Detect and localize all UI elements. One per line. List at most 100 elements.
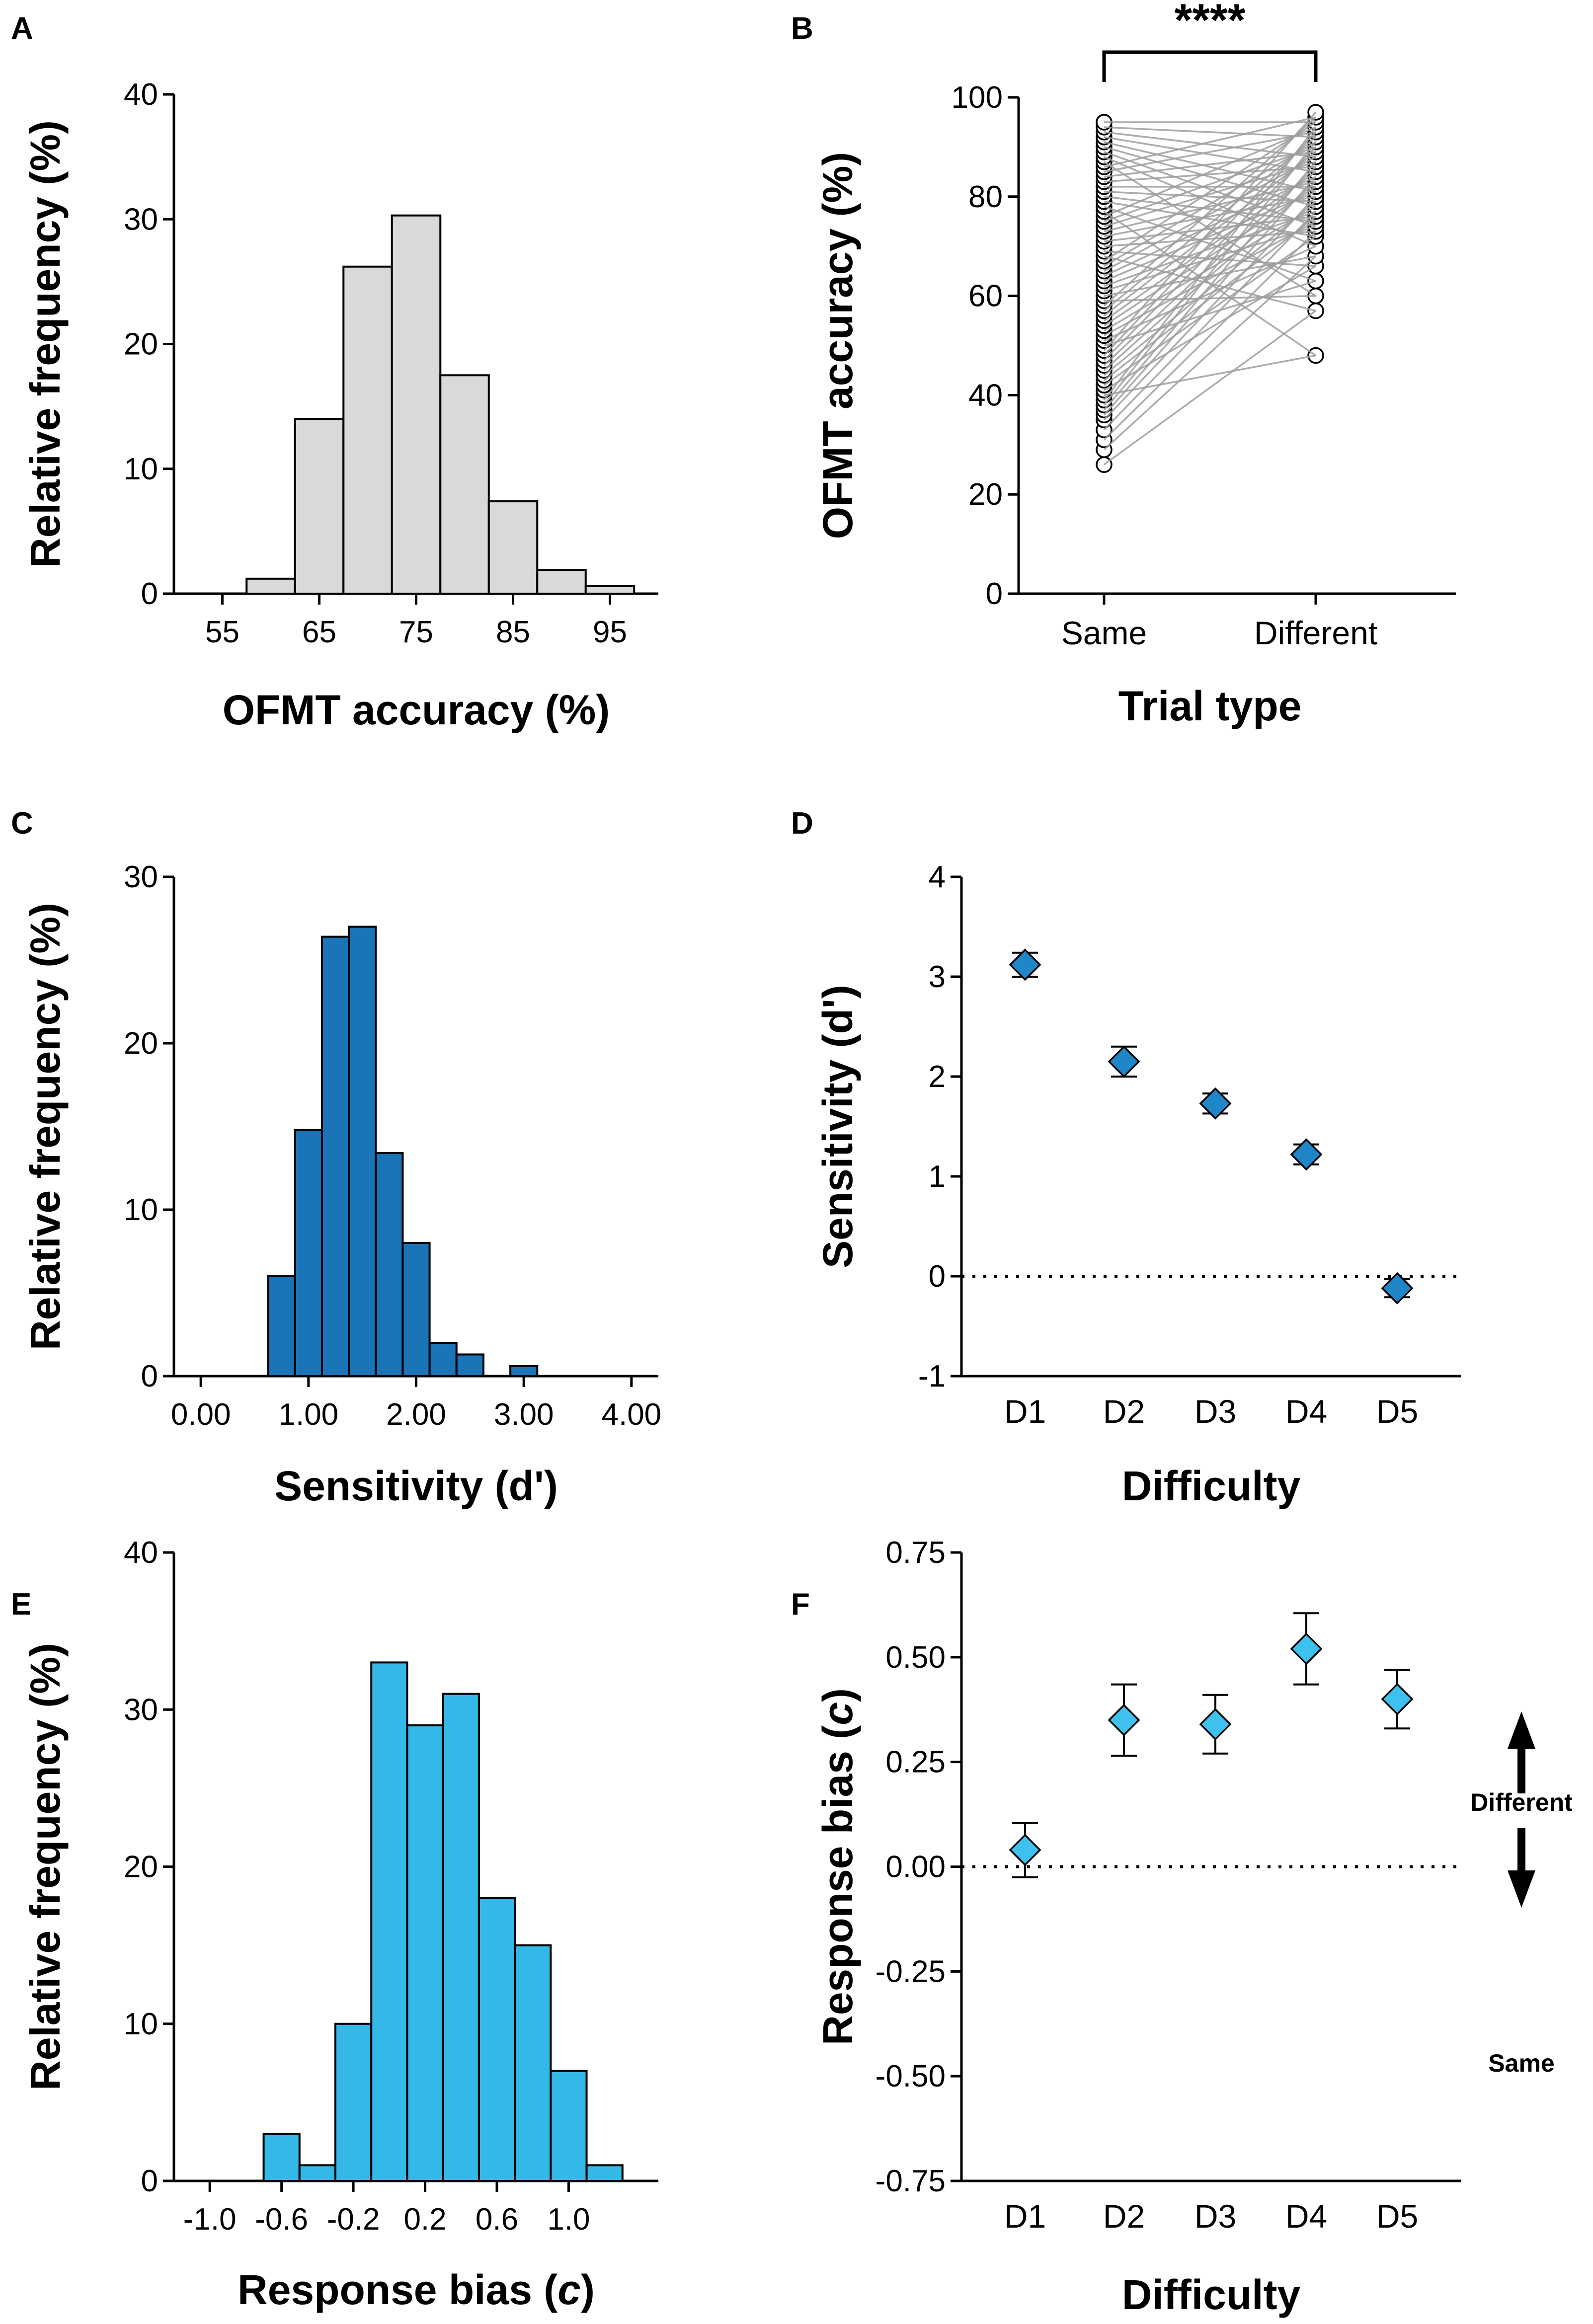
paired-line	[1104, 136, 1316, 173]
x-tick-label: 95	[593, 615, 627, 649]
paired-line	[1103, 231, 1317, 441]
histogram-bar	[262, 2133, 301, 2182]
histogram-bar	[428, 1342, 458, 1377]
panel-a: A 0 10 20 30 40 55 65 75 85 95 Relative frequency (…	[11, 11, 658, 733]
histogram-bar	[487, 500, 539, 595]
paired-line	[1103, 255, 1317, 451]
x-tick-label: D3	[1195, 1393, 1236, 1430]
histogram-bar	[455, 1353, 484, 1377]
y-tick-label: 60	[968, 279, 1003, 313]
y-axis-title-part: )	[814, 1688, 861, 1702]
x-axis-title: Difficulty	[1122, 1463, 1301, 1509]
y-tick-label: 0	[929, 1259, 946, 1294]
paired-line	[1104, 230, 1316, 247]
paired-line	[1104, 295, 1316, 302]
mean-marker	[1381, 1683, 1414, 1715]
x-tick-label: D5	[1376, 2198, 1418, 2235]
histogram-bar	[348, 926, 377, 1377]
histogram-bar	[375, 1152, 404, 1378]
x-tick-label: 1.00	[278, 1397, 338, 1432]
x-axis-title: OFMT accuracy (%)	[223, 687, 610, 733]
significance-bracket	[1102, 50, 1318, 82]
paired-line	[1104, 151, 1316, 228]
y-tick-label: 10	[124, 1193, 158, 1227]
paired-line	[1104, 161, 1316, 297]
panel-letter: C	[11, 806, 33, 841]
histogram-bar	[298, 2164, 336, 2182]
paired-line	[1104, 211, 1316, 287]
x-axis-title-part: )	[581, 2266, 595, 2313]
panel-e: E 0 10 20 30 40 -1.0 -0.6 -0.2 0.2 0.6 1.0 Relative …	[11, 1536, 658, 2313]
y-tick-label: 0.75	[885, 1536, 946, 1570]
histogram-bar	[320, 935, 350, 1377]
panel-c: C 0 10 20 30 0.00 1.00 2.00 3.00 4.00 Relative fre…	[11, 806, 661, 1509]
paired-line	[1103, 310, 1317, 465]
histogram-bar	[245, 577, 296, 595]
histogram-bar	[478, 1897, 516, 2182]
y-axis-title: Relative frequency (%)	[22, 903, 69, 1350]
paired-line	[1104, 196, 1316, 223]
mean-marker	[1199, 1708, 1232, 1741]
y-tick-label: 80	[968, 180, 1003, 214]
y-tick-label: 30	[124, 1693, 158, 1727]
x-tick-label: D2	[1103, 1393, 1145, 1430]
y-tick-label: 0	[141, 1359, 158, 1394]
panel-letter: F	[791, 1587, 810, 1622]
paired-line	[1104, 141, 1316, 267]
paired-line	[1104, 354, 1316, 396]
y-tick-label: 3	[929, 960, 946, 994]
paired-line	[1104, 206, 1316, 282]
histogram-bar	[391, 214, 442, 595]
paired-line	[1104, 181, 1316, 232]
x-tick-label: 3.00	[494, 1397, 554, 1432]
paired-line	[1104, 156, 1316, 247]
histogram-bar	[439, 374, 490, 595]
paired-line	[1104, 191, 1316, 203]
direction-label-same: Same	[1488, 2049, 1554, 2077]
x-tick-label: D2	[1103, 2198, 1145, 2235]
histogram-bar	[550, 2070, 588, 2182]
x-tick-label: 75	[399, 615, 433, 649]
x-axis-title-part: Response bias (	[238, 2266, 558, 2313]
paired-line	[1104, 126, 1316, 138]
mean-marker	[1381, 1272, 1414, 1305]
direction-label-different: Different	[1470, 1788, 1573, 1816]
paired-line	[1104, 186, 1316, 327]
y-axis-title: Sensitivity (d')	[814, 985, 861, 1268]
y-tick-label: -0.75	[876, 2164, 946, 2198]
histogram-bar	[294, 1129, 323, 1377]
y-tick-label: 20	[124, 1026, 158, 1061]
x-tick-label: -1.0	[183, 2202, 237, 2237]
paired-line	[1104, 156, 1316, 272]
histogram-bar	[514, 1944, 552, 2182]
x-tick-label: Different	[1254, 615, 1377, 651]
arrow-up-head	[1508, 1711, 1535, 1749]
histogram-bar	[536, 569, 587, 595]
paired-line	[1104, 161, 1316, 228]
x-axis-title-italic: c	[558, 2266, 581, 2313]
y-tick-label: -0.50	[876, 2059, 946, 2093]
y-tick-label: 20	[124, 327, 158, 362]
histogram-bar	[585, 2164, 624, 2182]
y-tick-label: -0.25	[876, 1954, 946, 1989]
histogram-bar	[294, 418, 345, 595]
mean-marker	[1290, 1632, 1323, 1665]
x-tick-label: D1	[1004, 2198, 1046, 2235]
y-axis-title-part: Response bias (	[814, 1725, 861, 2045]
mean-marker	[1009, 1834, 1041, 1866]
y-tick-label: 40	[124, 1536, 158, 1570]
y-tick-label: 4	[929, 860, 946, 894]
paired-lines	[1103, 111, 1317, 465]
x-tick-label: 0.2	[403, 2202, 446, 2237]
histogram-bar	[334, 2022, 373, 2182]
significance-label: ****	[1174, 0, 1245, 46]
y-tick-label: 30	[124, 202, 158, 236]
paired-line	[1104, 250, 1316, 267]
panel-d: D -1 0 1 2 3 4 D1 D2 D3 D4 D5 Sensitivity (d') Diffic…	[791, 806, 1461, 1509]
y-axis-title: Relative frequency (%)	[22, 1643, 69, 2091]
y-axis-title: Relative frequency (%)	[22, 120, 69, 568]
y-tick-label: 10	[124, 452, 158, 486]
paired-line	[1104, 146, 1316, 223]
y-tick-label: 0.25	[885, 1745, 946, 1780]
